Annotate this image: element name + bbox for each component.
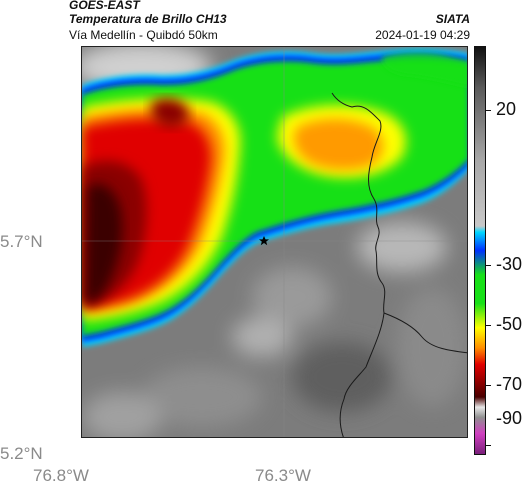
cloud-shield <box>82 48 467 347</box>
satellite-name: GOES-EAST <box>69 0 140 12</box>
colorbar-tick <box>486 325 491 326</box>
colorbar-tick <box>486 445 491 446</box>
product-title: Temperatura de Brillo CH13 <box>69 12 227 26</box>
political-boundaries <box>331 92 467 437</box>
colorbar-tick <box>486 385 491 386</box>
colorbar-label-minus-30: -30 <box>496 254 523 274</box>
longitude-label-76-3: 76.3°W <box>255 466 311 485</box>
latitude-label-5-7: 5.7°N <box>0 232 43 251</box>
graticule <box>82 47 467 437</box>
satellite-map[interactable] <box>81 46 468 438</box>
colorbar-label-minus-50: -50 <box>496 314 523 334</box>
temperature-colorbar <box>474 46 486 455</box>
colorbar-label-20: 20 <box>496 99 517 119</box>
brightness-temperature-field <box>82 47 467 437</box>
colorbar-label-minus-90: -90 <box>496 408 523 428</box>
colorbar-tick <box>486 110 491 111</box>
colorbar-tick <box>486 265 491 266</box>
timestamp: 2024-01-19 04:29 <box>375 28 470 42</box>
latitude-label-5-2: 5.2°N <box>0 444 43 463</box>
region-subtitle: Vía Medellín - Quibdó 50km <box>69 28 218 42</box>
star-icon[interactable] <box>259 236 269 246</box>
longitude-label-76-8: 76.8°W <box>33 466 89 485</box>
colorbar-label-minus-70: -70 <box>496 374 523 394</box>
organization-name: SIATA <box>435 12 470 26</box>
